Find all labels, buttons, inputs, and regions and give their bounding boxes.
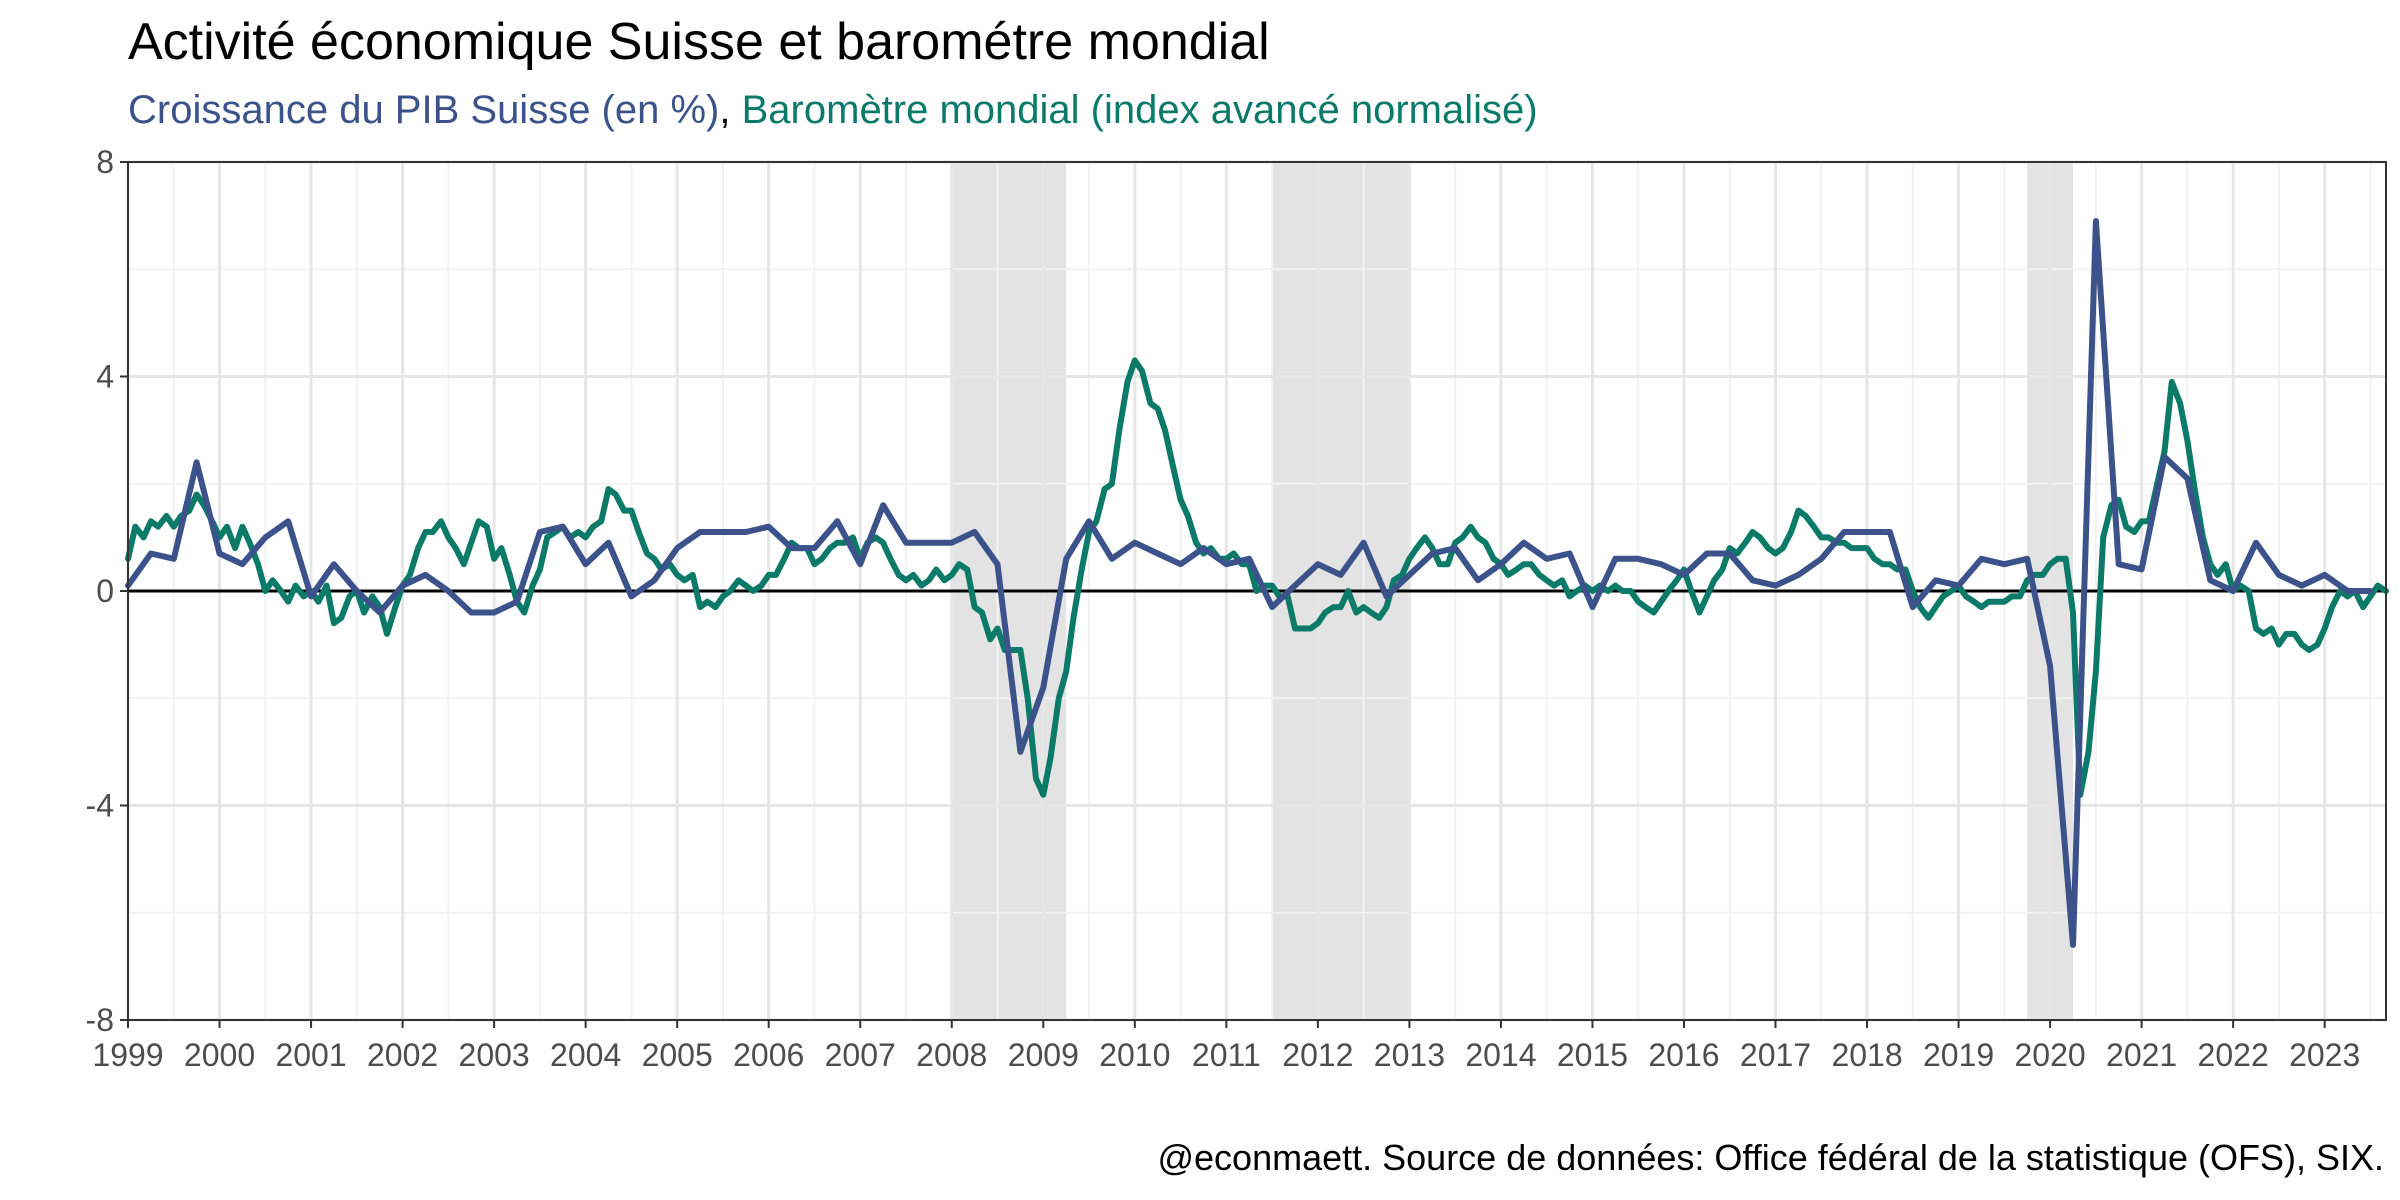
x-tick-label-17: 2016 (1648, 1037, 1719, 1073)
x-tick-label-13: 2012 (1282, 1037, 1353, 1073)
x-tick-label-7: 2006 (733, 1037, 804, 1073)
x-tick-label-12: 2011 (1192, 1037, 1261, 1073)
x-tick-label-18: 2017 (1740, 1037, 1811, 1073)
chart-subtitle: Croissance du PIB Suisse (en %), Baromèt… (128, 88, 1538, 133)
y-tick-label-3: 4 (96, 359, 114, 395)
subtitle-series-barometre: Baromètre mondial (index avancé normalis… (741, 88, 1538, 132)
x-tick-label-16: 2015 (1557, 1037, 1628, 1073)
chart-title: Activité économique Suisse et barométre … (128, 13, 1270, 71)
x-tick-label-14: 2013 (1374, 1037, 1445, 1073)
x-tick-label-10: 2009 (1008, 1037, 1079, 1073)
y-tick-label-0: -8 (86, 1002, 114, 1038)
x-tick-label-9: 2008 (916, 1037, 987, 1073)
subtitle-separator: , (719, 88, 731, 132)
x-tick-label-8: 2007 (825, 1037, 896, 1073)
x-tick-label-5: 2004 (550, 1037, 621, 1073)
subtitle-series-pib: Croissance du PIB Suisse (en %) (128, 88, 720, 132)
series-line-pib (125, 218, 2374, 948)
x-tick-label-19: 2018 (1831, 1037, 1902, 1073)
x-tick-label-2: 2001 (275, 1037, 346, 1073)
y-tick-label-1: -4 (86, 788, 114, 824)
x-tick-label-3: 2002 (367, 1037, 438, 1073)
x-tick-label-0: 1999 (92, 1037, 163, 1073)
x-tick-label-6: 2005 (642, 1037, 713, 1073)
x-tick-label-4: 2003 (459, 1037, 530, 1073)
y-tick-label-2: 0 (96, 573, 114, 609)
series-line-barometre (125, 357, 2389, 798)
x-tick-label-11: 2010 (1099, 1037, 1170, 1073)
x-tick-label-20: 2019 (1923, 1037, 1994, 1073)
x-tick-label-23: 2022 (2198, 1037, 2269, 1073)
y-tick-label-4: 8 (96, 144, 114, 180)
x-tick-label-24: 2023 (2289, 1037, 2360, 1073)
chart-caption: @econmaett. Source de données: Office fé… (1157, 1137, 2384, 1178)
x-tick-label-1: 2000 (184, 1037, 255, 1073)
x-tick-label-22: 2021 (2106, 1037, 2177, 1073)
x-tick-label-21: 2020 (2014, 1037, 2085, 1073)
x-tick-label-15: 2014 (1465, 1037, 1536, 1073)
